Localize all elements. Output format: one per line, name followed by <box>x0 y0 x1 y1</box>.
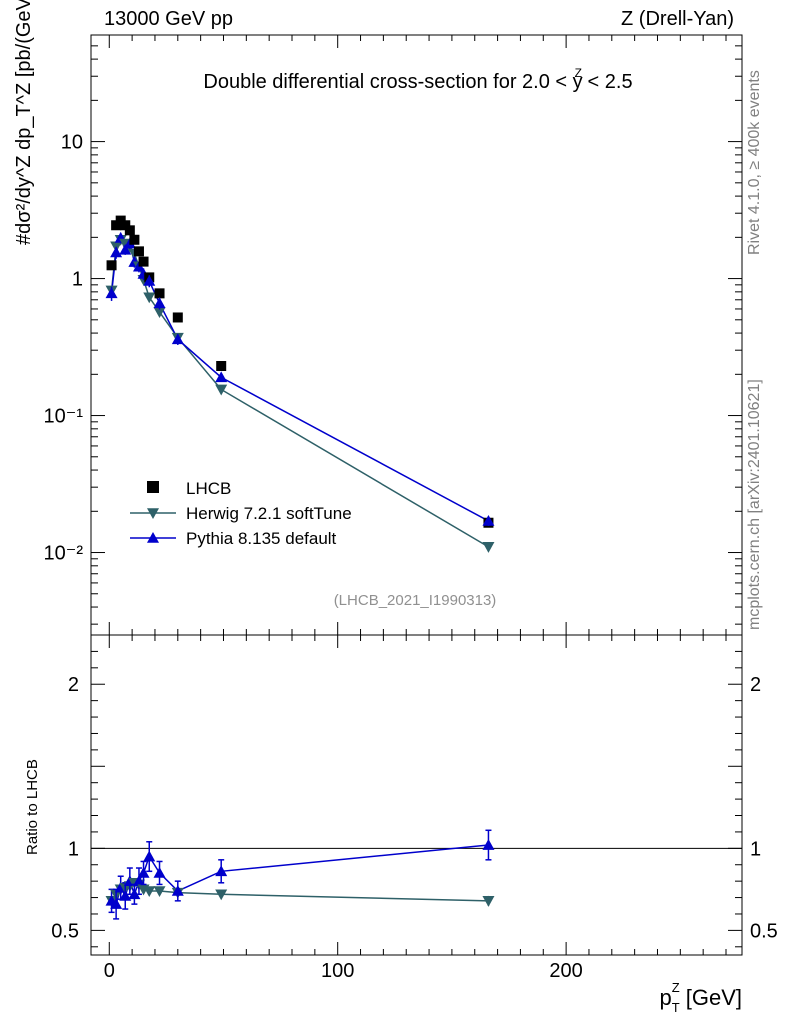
header-right: Z (Drell-Yan) <box>621 8 734 30</box>
analysis-id: (LHCB_2021_I1990313) <box>334 592 497 609</box>
pythia-point <box>215 371 228 383</box>
legend-herwig-label: Herwig 7.2.1 softTune <box>186 504 352 523</box>
legend-pythia-marker <box>147 532 159 543</box>
pythia-ratio-point <box>132 875 145 886</box>
ratio-plot-frame <box>90 634 743 956</box>
y-tick-label: 1 <box>72 269 83 291</box>
ratio-y-axis-label: Ratio to LHCB <box>24 759 41 855</box>
pythia-point <box>110 246 123 258</box>
herwig-ratio-point <box>215 889 228 901</box>
pythia-line <box>110 235 489 522</box>
herwig-point <box>215 384 228 396</box>
herwig-ratio-point <box>482 896 495 907</box>
y-tick-label: 10⁻² <box>44 543 84 565</box>
pythia-ratio-point <box>482 839 495 850</box>
lhcb-point <box>120 220 131 231</box>
lhcb-point <box>129 234 140 245</box>
pythia-ratio-point <box>110 898 123 909</box>
ratio-tick-label: 0.5 <box>51 920 79 942</box>
x-axis-label: pTZ [GeV] <box>659 980 742 1015</box>
legend-lhcb-marker <box>147 481 159 493</box>
y-axis-label: #dσ²/dy^Z dp_T^Z [pb/(GeV)] <box>13 0 35 245</box>
pythia-ratio-point <box>153 866 166 878</box>
pythia-point <box>143 274 156 286</box>
ratio-tick-label-right: 0.5 <box>750 920 778 942</box>
ratio-tick-label-right: 2 <box>750 674 761 696</box>
rivet-version-label: Rivet 4.1.0, ≥ 400k events <box>746 70 763 255</box>
pythia-ratio-point <box>143 850 156 862</box>
mcplots-label: mcplots.cern.ch [arXiv:2401.10621] <box>746 379 763 630</box>
ratio-tick-label: 1 <box>68 838 79 860</box>
herwig-ratio-point <box>153 886 166 897</box>
legend-herwig-marker <box>147 508 159 519</box>
herwig-point <box>153 307 166 319</box>
x-tick-label: 0 <box>104 960 115 982</box>
ratio-tick-label-right: 1 <box>750 838 761 860</box>
x-tick-label: 100 <box>321 960 354 982</box>
herwig-ratio-line <box>110 881 489 902</box>
pythia-point <box>105 287 118 299</box>
pythia-point <box>153 297 166 309</box>
legend-pythia-label: Pythia 8.135 default <box>186 529 337 548</box>
pythia-ratio-point <box>137 866 150 878</box>
lhcb-point <box>216 361 227 372</box>
lhcb-point <box>106 260 117 271</box>
lhcb-point <box>138 256 149 267</box>
y-tick-label: 10 <box>61 132 83 154</box>
herwig-point <box>143 292 156 304</box>
lhcb-point <box>133 246 144 257</box>
herwig-line <box>110 238 489 548</box>
pythia-point <box>482 514 495 526</box>
pythia-ratio-point <box>171 885 184 896</box>
lhcb-point <box>154 288 165 299</box>
herwig-ratio-point <box>143 886 156 897</box>
chart-title: Double differential cross-section for 2.… <box>203 66 632 93</box>
x-tick-label: 200 <box>549 960 582 982</box>
herwig-point <box>482 542 495 553</box>
pythia-ratio-point <box>119 889 132 901</box>
pythia-ratio-point <box>215 865 228 877</box>
header-left: 13000 GeV pp <box>104 8 233 30</box>
pythia-ratio-line <box>111 844 489 906</box>
pythia-point <box>171 333 184 345</box>
pythia-point <box>119 243 132 255</box>
ratio-tick-label: 2 <box>68 674 79 696</box>
lhcb-point <box>172 312 183 323</box>
legend-lhcb-label: LHCB <box>186 479 231 498</box>
y-tick-label: 10⁻¹ <box>44 406 84 428</box>
lhcb-point <box>124 225 135 236</box>
pythia-ratio-point <box>128 888 141 900</box>
